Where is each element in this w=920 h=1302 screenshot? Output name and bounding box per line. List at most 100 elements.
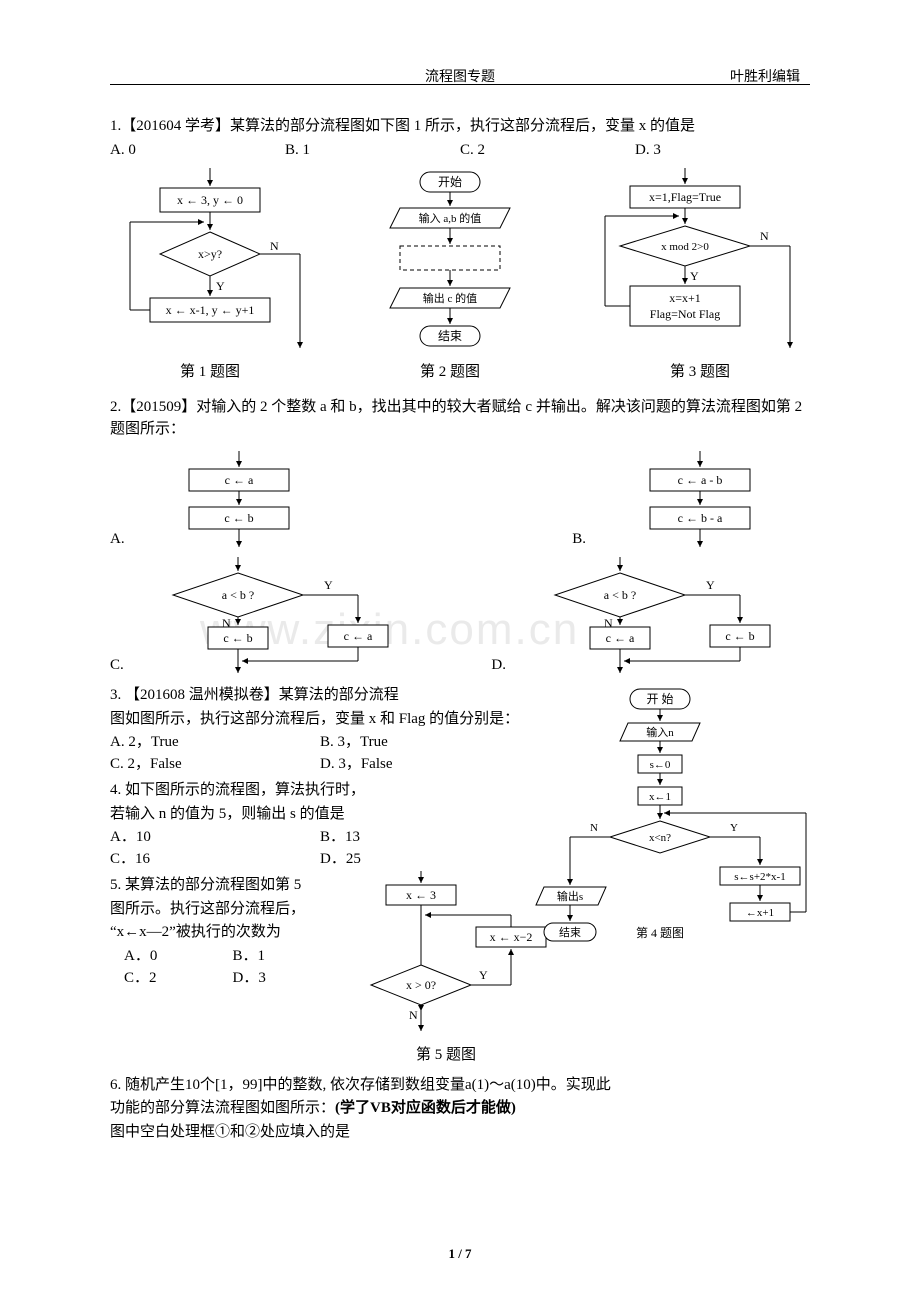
- q1-opt-a: A. 0: [110, 140, 285, 162]
- q1f1-d: x>y?: [198, 247, 222, 261]
- q5f-b2: x ← x−2: [490, 930, 533, 944]
- q4f-cond: x<n?: [649, 832, 671, 844]
- q1-fig2: 开始 输入 a,b 的值 输出 c 的值 结束 第 2 题图: [350, 168, 550, 384]
- q1f2-out: 输出 c 的值: [423, 291, 477, 305]
- q2C-rn: c ← b: [223, 631, 252, 645]
- q4f-y: Y: [730, 822, 738, 834]
- q1f2-end: 结束: [438, 329, 462, 343]
- q2-B-svg: c ← a - b c ← b - a: [590, 451, 810, 551]
- q5-text: 5. 某算法的部分流程图如第 5 图所示。执行这部分流程后， “x←x—2”被执…: [110, 871, 341, 1067]
- q5f-d: x > 0?: [406, 978, 436, 992]
- q5-l3: “x←x—2”被执行的次数为: [110, 922, 341, 944]
- q5-l1: 5. 某算法的部分流程图如第 5: [110, 875, 341, 897]
- q5f-y: Y: [479, 968, 488, 982]
- q1-figs: x ← 3, y ← 0 x>y? Y N x ← x-1, y ← y+1: [110, 168, 810, 384]
- q2-D-label: D.: [491, 655, 506, 677]
- q345-row: 3. 【201608 温州模拟卷】某算法的部分流程 图如图所示，执行这部分流程后…: [110, 685, 810, 1067]
- q4-opts-r2: C．16 D．25: [110, 849, 530, 871]
- q5-opt-c: C．2: [124, 968, 233, 990]
- q5f-n: N: [409, 1008, 418, 1022]
- content: 1.【201604 学考】某算法的部分流程图如下图 1 所示，执行这部分流程后，…: [110, 116, 810, 1146]
- q5-fig-svg: x ← 3 x > 0? Y N x ← x−2: [341, 871, 551, 1041]
- q2-row1: A. c ← a c ← b B. c ←: [110, 451, 810, 551]
- q2A-r1: c ← a: [224, 473, 253, 487]
- q1-opt-b: B. 1: [285, 140, 460, 162]
- q6-l2: 功能的部分算法流程图如图所示：(学了VB对应函数后才能做): [110, 1098, 810, 1120]
- q1f1-b2: x ← x-1, y ← y+1: [166, 303, 255, 317]
- q1-fig1-svg: x ← 3, y ← 0 x>y? Y N x ← x-1, y ← y+1: [110, 168, 310, 358]
- q2B-r1: c ← a - b: [678, 473, 723, 487]
- q3-l2: 图如图所示，执行这部分流程后，变量 x 和 Flag 的值分别是：: [110, 709, 530, 731]
- q1-opt-c: C. 2: [460, 140, 635, 162]
- page: 流程图专题 叶胜利编辑 www.zixin.com.cn 1.【201604 学…: [0, 0, 920, 1302]
- q3-l1: 3. 【201608 温州模拟卷】某算法的部分流程: [110, 685, 530, 707]
- page-number: 1 / 7: [448, 1246, 471, 1262]
- q4-fig-cap: 第 4 题图: [636, 926, 684, 940]
- q5-block: 5. 某算法的部分流程图如第 5 图所示。执行这部分流程后， “x←x—2”被执…: [110, 871, 530, 1067]
- q1-fig1-cap: 第 1 题图: [180, 362, 240, 384]
- q1f3-n: N: [760, 229, 769, 243]
- q4f-x: x←1: [649, 791, 671, 803]
- q1f3-b1: x=1,Flag=True: [649, 190, 721, 204]
- header-rule: [110, 84, 810, 85]
- q2D-y: Y: [706, 578, 715, 592]
- q4f-n: N: [590, 822, 598, 834]
- q1f3-d: x mod 2>0: [661, 241, 709, 253]
- q1-fig3-svg: x=1,Flag=True x mod 2>0 Y N x=x+1 Flag=N…: [590, 168, 810, 358]
- q1f2-start: 开始: [438, 175, 462, 189]
- q1-fig2-svg: 开始 输入 a,b 的值 输出 c 的值 结束: [350, 168, 550, 358]
- q5-opt-b: B．1: [233, 946, 342, 968]
- header-center: 流程图专题: [425, 66, 495, 86]
- q1f1-y: Y: [216, 279, 225, 293]
- q4-fig: 开 始 输入n s←0 x←1 x<n? Y N: [530, 685, 810, 1067]
- q2-C-svg: a < b ? Y N c ← a c ← b: [128, 557, 428, 677]
- q345-text: 3. 【201608 温州模拟卷】某算法的部分流程 图如图所示，执行这部分流程后…: [110, 685, 530, 1067]
- q1f3-b2a: x=x+1: [669, 291, 701, 305]
- q2-D-svg: a < b ? Y N c ← b c ← a: [510, 557, 810, 677]
- q2-D: D. a < b ? Y N c ← b c ← a: [491, 557, 810, 677]
- q4-fig-svg: 开 始 输入n s←0 x←1 x<n? Y N: [530, 685, 810, 985]
- q4f-out: 输出s: [557, 889, 583, 903]
- q5-opts-r1: A．0 B．1: [110, 946, 341, 968]
- q2-C: C. a < b ? Y N c ← a c ← b: [110, 557, 428, 677]
- q2-row2: C. a < b ? Y N c ← a c ← b: [110, 557, 810, 677]
- q4-opt-a: A．10: [110, 827, 320, 849]
- q2A-r2: c ← b: [224, 511, 253, 525]
- q5-opts-r2: C．2 D．3: [110, 968, 341, 990]
- q3-opt-d: D. 3，False: [320, 754, 530, 776]
- q2C-ry: c ← a: [343, 629, 372, 643]
- q4-l1: 4. 如下图所示的流程图，算法执行时，: [110, 780, 530, 802]
- q1f3-b2b: Flag=Not Flag: [650, 307, 720, 321]
- q4f-end: 结束: [559, 926, 581, 939]
- q5f-b1: x ← 3: [406, 888, 436, 902]
- q2D-d: a < b ?: [604, 588, 636, 602]
- q1-fig1: x ← 3, y ← 0 x>y? Y N x ← x-1, y ← y+1: [110, 168, 310, 384]
- q2D-rn: c ← a: [606, 631, 635, 645]
- q4-opt-d: D．25: [320, 849, 530, 871]
- q2-A-svg: c ← a c ← b: [129, 451, 349, 551]
- q1-opt-d: D. 3: [635, 140, 810, 162]
- q1-options: A. 0 B. 1 C. 2 D. 3: [110, 140, 810, 162]
- q2-B: B. c ← a - b c ← b - a: [572, 451, 810, 551]
- q4f-in: 输入n: [646, 725, 674, 739]
- q3-opt-c: C. 2，False: [110, 754, 320, 776]
- q3-opt-a: A. 2，True: [110, 732, 320, 754]
- q2-A: A. c ← a c ← b: [110, 451, 349, 551]
- q2D-ry: c ← b: [725, 629, 754, 643]
- q4f-start: 开 始: [646, 692, 673, 706]
- q5-fig: x ← 3 x > 0? Y N x ← x−2: [341, 871, 551, 1067]
- q2-stem: 2.【201509】对输入的 2 个整数 a 和 b，找出其中的较大者赋给 c …: [110, 397, 810, 441]
- q6-l3: 图中空白处理框①和②处应填入的是: [110, 1122, 810, 1144]
- q4f-s: s←0: [650, 759, 671, 771]
- q6-l1: 6. 随机产生10个[1，99]中的整数, 依次存储到数组变量a(1)～a(10…: [110, 1075, 810, 1097]
- q4f-inc: ←x+1: [746, 907, 774, 919]
- q5-opt-a: A．0: [124, 946, 233, 968]
- header-right: 叶胜利编辑: [730, 66, 800, 86]
- q1-fig3-cap: 第 3 题图: [670, 362, 730, 384]
- q2-A-label: A.: [110, 529, 125, 551]
- q3-opts-r1: A. 2，True B. 3，True: [110, 732, 530, 754]
- q5-opt-d: D．3: [233, 968, 342, 990]
- q2-B-label: B.: [572, 529, 586, 551]
- q1f1-b1: x ← 3, y ← 0: [177, 193, 243, 207]
- q2B-r2: c ← b - a: [678, 511, 723, 525]
